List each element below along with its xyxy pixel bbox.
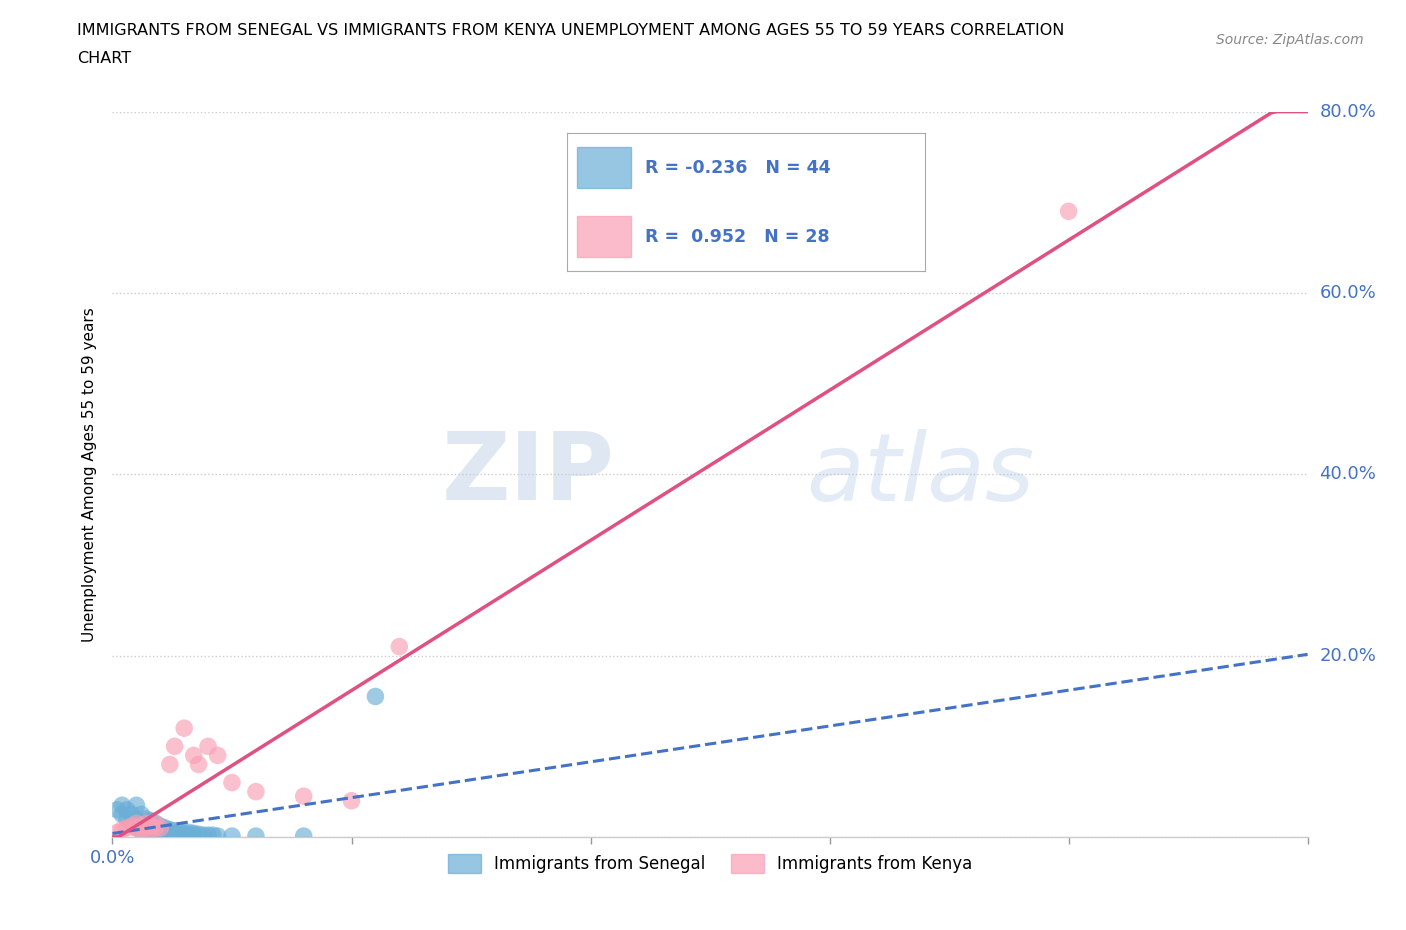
Point: [125, 811, 148, 827]
Point: [149, 820, 172, 835]
Point: [145, 820, 167, 835]
Point: [187, 757, 209, 772]
Point: [169, 824, 191, 839]
Point: [139, 818, 162, 833]
Text: CHART: CHART: [77, 51, 131, 66]
Point: [193, 828, 215, 843]
Point: [177, 828, 200, 843]
Point: [139, 813, 162, 828]
Point: [1057, 204, 1080, 219]
Point: [245, 784, 267, 799]
Point: [187, 827, 209, 842]
Point: [135, 820, 157, 835]
Point: [135, 811, 157, 827]
Point: [292, 829, 315, 844]
Point: [163, 738, 186, 753]
Point: [153, 826, 176, 841]
Point: [129, 807, 152, 822]
Point: [105, 803, 128, 817]
Point: [221, 829, 243, 844]
Point: [340, 793, 363, 808]
Point: [163, 827, 186, 842]
Point: [105, 825, 128, 840]
Point: [183, 826, 205, 841]
Point: [111, 798, 134, 813]
Point: [169, 828, 191, 843]
Point: [129, 822, 152, 837]
Text: IMMIGRANTS FROM SENEGAL VS IMMIGRANTS FROM KENYA UNEMPLOYMENT AMONG AGES 55 TO 5: IMMIGRANTS FROM SENEGAL VS IMMIGRANTS FR…: [77, 23, 1064, 38]
Point: [115, 803, 138, 817]
Point: [163, 823, 186, 838]
Point: [149, 825, 172, 840]
Point: [115, 820, 138, 835]
Point: [145, 816, 167, 830]
Point: [125, 820, 148, 835]
Point: [364, 689, 387, 704]
Point: [125, 798, 148, 813]
Point: [111, 807, 134, 822]
Point: [139, 822, 162, 837]
Point: [129, 816, 152, 830]
Point: [201, 828, 224, 843]
Y-axis label: Unemployment Among Ages 55 to 59 years: Unemployment Among Ages 55 to 59 years: [82, 307, 97, 642]
Text: 80.0%: 80.0%: [1320, 102, 1376, 121]
Text: 20.0%: 20.0%: [1320, 646, 1376, 665]
Text: 60.0%: 60.0%: [1320, 284, 1376, 302]
Point: [173, 721, 195, 736]
Point: [115, 811, 138, 827]
Point: [173, 828, 195, 843]
Point: [129, 822, 152, 837]
Point: [121, 807, 143, 822]
Point: [388, 639, 411, 654]
Point: [149, 818, 172, 833]
Legend: Immigrants from Senegal, Immigrants from Kenya: Immigrants from Senegal, Immigrants from…: [441, 847, 979, 880]
Point: [245, 829, 267, 844]
Point: [183, 828, 205, 843]
Text: 40.0%: 40.0%: [1320, 465, 1376, 484]
Point: [177, 825, 200, 840]
Point: [292, 789, 315, 804]
Point: [111, 822, 134, 837]
Point: [221, 776, 243, 790]
Point: [125, 820, 148, 835]
Point: [135, 820, 157, 835]
Point: [121, 816, 143, 830]
Point: [145, 816, 167, 830]
Point: [183, 748, 205, 763]
Point: [139, 822, 162, 837]
Point: [129, 818, 152, 833]
Point: [173, 825, 195, 840]
Point: [197, 738, 219, 753]
Point: [153, 820, 176, 835]
Point: [207, 829, 229, 844]
Point: [159, 822, 181, 837]
Point: [207, 748, 229, 763]
Text: atlas: atlas: [806, 429, 1033, 520]
Point: [159, 757, 181, 772]
Point: [159, 827, 181, 842]
Text: ZIP: ZIP: [441, 429, 614, 520]
Text: Source: ZipAtlas.com: Source: ZipAtlas.com: [1216, 33, 1364, 46]
Point: [121, 818, 143, 833]
Point: [197, 828, 219, 843]
Point: [135, 816, 157, 830]
Point: [145, 824, 167, 839]
Point: [125, 816, 148, 830]
